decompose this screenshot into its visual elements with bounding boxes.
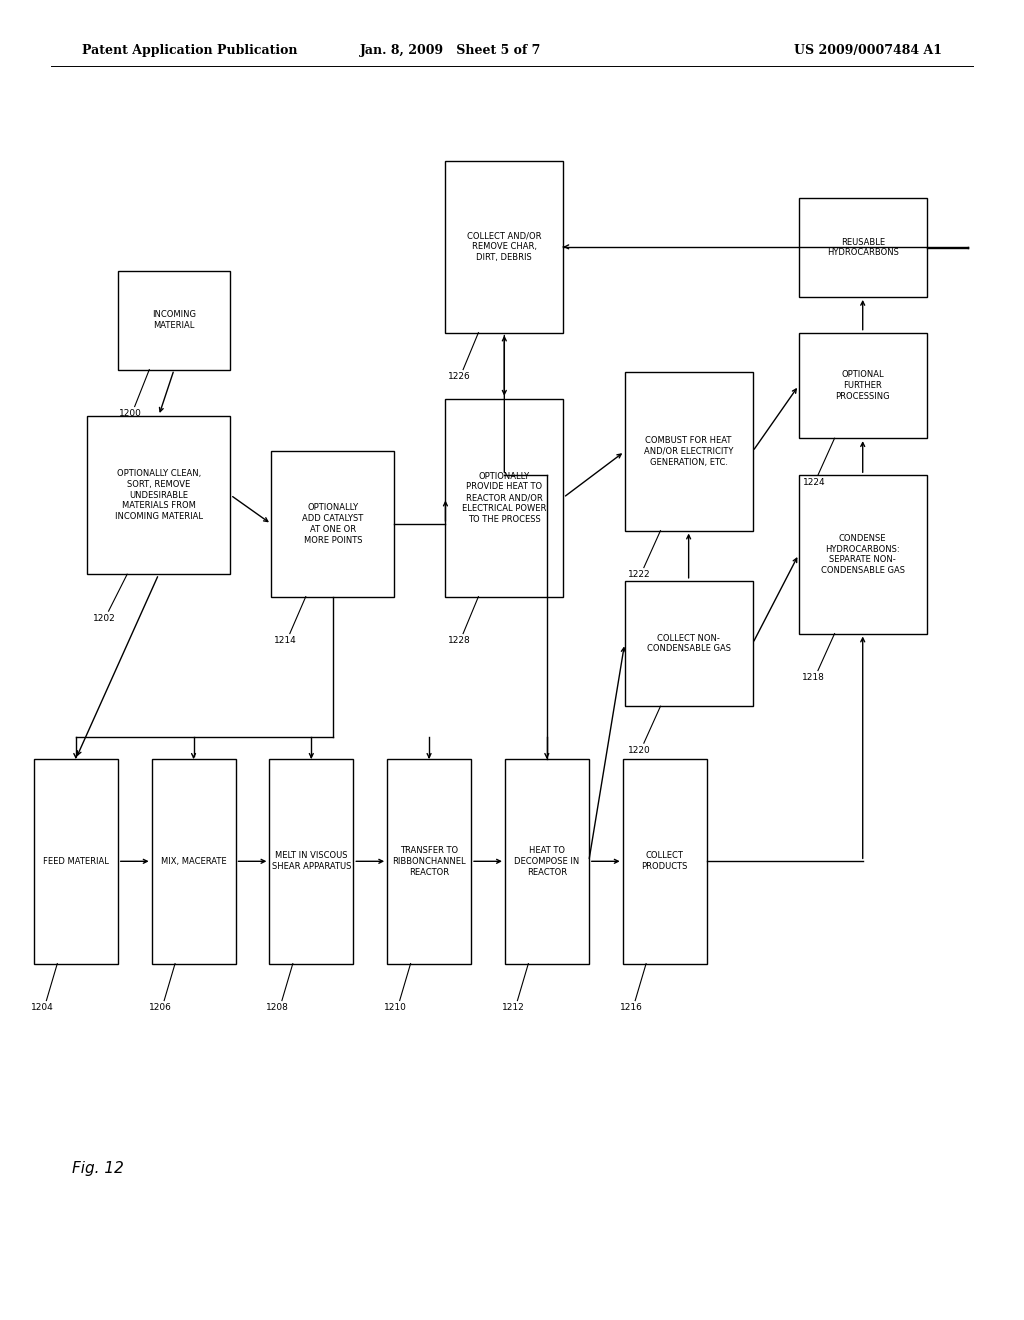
Text: OPTIONALLY
PROVIDE HEAT TO
REACTOR AND/OR
ELECTRICAL POWER
TO THE PROCESS: OPTIONALLY PROVIDE HEAT TO REACTOR AND/O… bbox=[462, 471, 547, 524]
Text: COLLECT NON-
CONDENSABLE GAS: COLLECT NON- CONDENSABLE GAS bbox=[646, 634, 731, 653]
Text: OPTIONAL
FURTHER
PROCESSING: OPTIONAL FURTHER PROCESSING bbox=[836, 370, 890, 401]
Bar bbox=[445, 161, 563, 333]
Text: FEED MATERIAL: FEED MATERIAL bbox=[43, 857, 109, 866]
Bar bbox=[118, 271, 230, 370]
Bar bbox=[271, 451, 394, 597]
Bar bbox=[799, 333, 927, 438]
Bar bbox=[625, 372, 753, 531]
Text: 1228: 1228 bbox=[447, 636, 470, 645]
Text: OPTIONALLY CLEAN,
SORT, REMOVE
UNDESIRABLE
MATERIALS FROM
INCOMING MATERIAL: OPTIONALLY CLEAN, SORT, REMOVE UNDESIRAB… bbox=[115, 469, 203, 521]
Text: CONDENSE
HYDROCARBONS:
SEPARATE NON-
CONDENSABLE GAS: CONDENSE HYDROCARBONS: SEPARATE NON- CON… bbox=[820, 533, 905, 576]
Text: COLLECT AND/OR
REMOVE CHAR,
DIRT, DEBRIS: COLLECT AND/OR REMOVE CHAR, DIRT, DEBRIS bbox=[467, 231, 542, 263]
Bar bbox=[269, 759, 353, 964]
Text: 1222: 1222 bbox=[629, 570, 651, 579]
Text: Jan. 8, 2009   Sheet 5 of 7: Jan. 8, 2009 Sheet 5 of 7 bbox=[359, 44, 542, 57]
Text: COMBUST FOR HEAT
AND/OR ELECTRICITY
GENERATION, ETC.: COMBUST FOR HEAT AND/OR ELECTRICITY GENE… bbox=[644, 436, 733, 467]
Bar bbox=[445, 399, 563, 597]
Bar bbox=[152, 759, 236, 964]
Text: 1212: 1212 bbox=[502, 1003, 524, 1012]
Text: OPTIONALLY
ADD CATALYST
AT ONE OR
MORE POINTS: OPTIONALLY ADD CATALYST AT ONE OR MORE P… bbox=[302, 503, 364, 545]
Text: US 2009/0007484 A1: US 2009/0007484 A1 bbox=[794, 44, 942, 57]
Text: COLLECT
PRODUCTS: COLLECT PRODUCTS bbox=[641, 851, 688, 871]
Bar bbox=[87, 416, 230, 574]
Text: 1210: 1210 bbox=[384, 1003, 407, 1012]
Text: Patent Application Publication: Patent Application Publication bbox=[82, 44, 297, 57]
Text: 1204: 1204 bbox=[31, 1003, 53, 1012]
Bar bbox=[625, 581, 753, 706]
Text: REUSABLE
HYDROCARBONS: REUSABLE HYDROCARBONS bbox=[826, 238, 899, 257]
Text: 1220: 1220 bbox=[629, 746, 651, 755]
Text: 1226: 1226 bbox=[447, 372, 470, 381]
Bar bbox=[387, 759, 471, 964]
Text: 1206: 1206 bbox=[148, 1003, 171, 1012]
Text: 1208: 1208 bbox=[266, 1003, 289, 1012]
Text: INCOMING
MATERIAL: INCOMING MATERIAL bbox=[153, 310, 196, 330]
Text: 1202: 1202 bbox=[93, 614, 116, 623]
Text: 1214: 1214 bbox=[274, 636, 297, 645]
Text: MIX, MACERATE: MIX, MACERATE bbox=[161, 857, 226, 866]
Text: HEAT TO
DECOMPOSE IN
REACTOR: HEAT TO DECOMPOSE IN REACTOR bbox=[514, 846, 580, 876]
Text: 1218: 1218 bbox=[803, 673, 825, 682]
Text: 1200: 1200 bbox=[119, 409, 142, 418]
Bar bbox=[505, 759, 589, 964]
Text: 1216: 1216 bbox=[620, 1003, 642, 1012]
Bar bbox=[799, 475, 927, 634]
Text: 1224: 1224 bbox=[803, 478, 825, 487]
Bar bbox=[34, 759, 118, 964]
Bar bbox=[623, 759, 707, 964]
Text: TRANSFER TO
RIBBONCHANNEL
REACTOR: TRANSFER TO RIBBONCHANNEL REACTOR bbox=[392, 846, 466, 876]
Bar bbox=[799, 198, 927, 297]
Text: Fig. 12: Fig. 12 bbox=[72, 1160, 124, 1176]
Text: MELT IN VISCOUS
SHEAR APPARATUS: MELT IN VISCOUS SHEAR APPARATUS bbox=[271, 851, 351, 871]
